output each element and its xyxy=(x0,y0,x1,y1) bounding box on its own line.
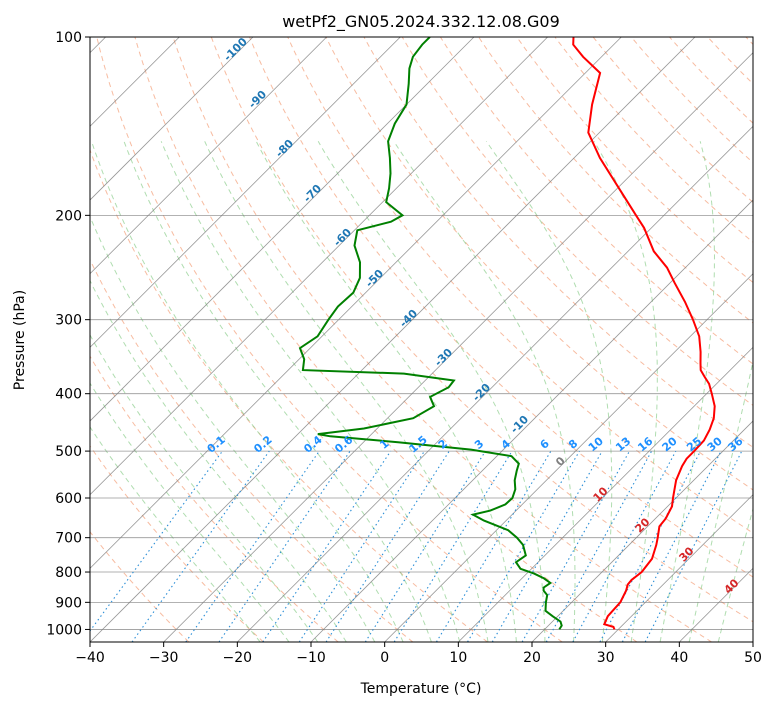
x-tick-label: −30 xyxy=(149,650,179,666)
mixing-ratio-line xyxy=(325,450,450,642)
y-tick-label: 900 xyxy=(55,595,82,611)
background-lines xyxy=(90,37,753,642)
axes: −40 −30 −20 −10 0 10 20 30 40 50 100 200 300 400 500 60… xyxy=(46,30,762,666)
x-tick-label: 10 xyxy=(449,650,467,666)
isotherm-line xyxy=(531,420,753,642)
y-tick-label: 400 xyxy=(55,387,82,403)
x-tick-label: 30 xyxy=(597,650,615,666)
dry-adiabat xyxy=(439,37,753,365)
dry-adiabat xyxy=(90,148,488,642)
x-tick-label: −40 xyxy=(75,650,105,666)
isotherm-line xyxy=(90,37,622,569)
mixing-ratio-line xyxy=(185,450,320,642)
x-tick-label: 50 xyxy=(744,650,762,666)
sounding-profiles xyxy=(298,37,716,630)
x-tick-label: −20 xyxy=(223,650,253,666)
isotherm-line xyxy=(605,494,753,642)
dry-adiabat xyxy=(90,445,264,642)
mixing-ratio-line xyxy=(364,450,486,642)
plot-background xyxy=(90,37,753,642)
x-tick-label: −10 xyxy=(296,650,326,666)
y-tick-label: 700 xyxy=(55,531,82,547)
isotherm-line xyxy=(90,37,401,348)
isotherm-line xyxy=(90,37,475,422)
dry-adiabat xyxy=(249,37,753,578)
y-tick-label: 300 xyxy=(55,313,82,329)
dry-adiabat xyxy=(96,37,563,642)
mixing-ratio-line xyxy=(491,450,603,642)
dry-adiabat xyxy=(90,258,414,642)
y-tick-label: 100 xyxy=(55,30,82,46)
mixing-ratio-line xyxy=(435,450,552,642)
isotherm-line xyxy=(384,273,753,642)
mixing-ratio-line xyxy=(467,450,580,642)
dewpoint-profile xyxy=(298,37,563,630)
isotherm-line xyxy=(90,37,254,201)
dry-adiabat xyxy=(401,37,753,406)
y-tick-label: 1000 xyxy=(46,622,82,638)
isotherm-line xyxy=(458,346,753,642)
isotherm-line xyxy=(752,641,753,642)
isotherm-line xyxy=(90,37,327,275)
temperature-profile xyxy=(572,37,716,630)
chart-title: wetPf2_GN05.2024.332.12.08.G09 xyxy=(282,12,560,32)
mixing-ratio-line xyxy=(393,450,513,642)
isotherm-line xyxy=(163,52,753,642)
dry-adiabat xyxy=(172,37,712,642)
y-tick-label: 600 xyxy=(55,491,82,507)
x-axis-label: Temperature (°C) xyxy=(360,681,482,697)
isotherm-line xyxy=(310,199,753,642)
mixing-ratio-line xyxy=(298,450,425,642)
mixing-ratio-line xyxy=(521,450,630,642)
isotherm-line xyxy=(90,37,548,496)
dry-adiabat xyxy=(210,37,753,623)
plot-frame xyxy=(89,36,754,643)
dry-adiabat xyxy=(90,531,190,642)
mixing-ratio-line xyxy=(131,450,270,642)
mixing-ratio-line xyxy=(572,450,677,642)
dry-adiabat xyxy=(516,37,753,284)
mixing-ratio-line xyxy=(545,450,653,642)
y-axis-label: Pressure (hPa) xyxy=(12,290,28,390)
y-tick-label: 500 xyxy=(55,444,82,460)
x-tick-label: 0 xyxy=(380,650,389,666)
isotherm-line xyxy=(90,37,696,642)
y-tick-label: 800 xyxy=(55,565,82,581)
x-tick-label: 40 xyxy=(670,650,688,666)
y-tick-label: 200 xyxy=(55,208,82,224)
x-tick-label: 20 xyxy=(523,650,541,666)
isotherm-line xyxy=(237,125,753,642)
